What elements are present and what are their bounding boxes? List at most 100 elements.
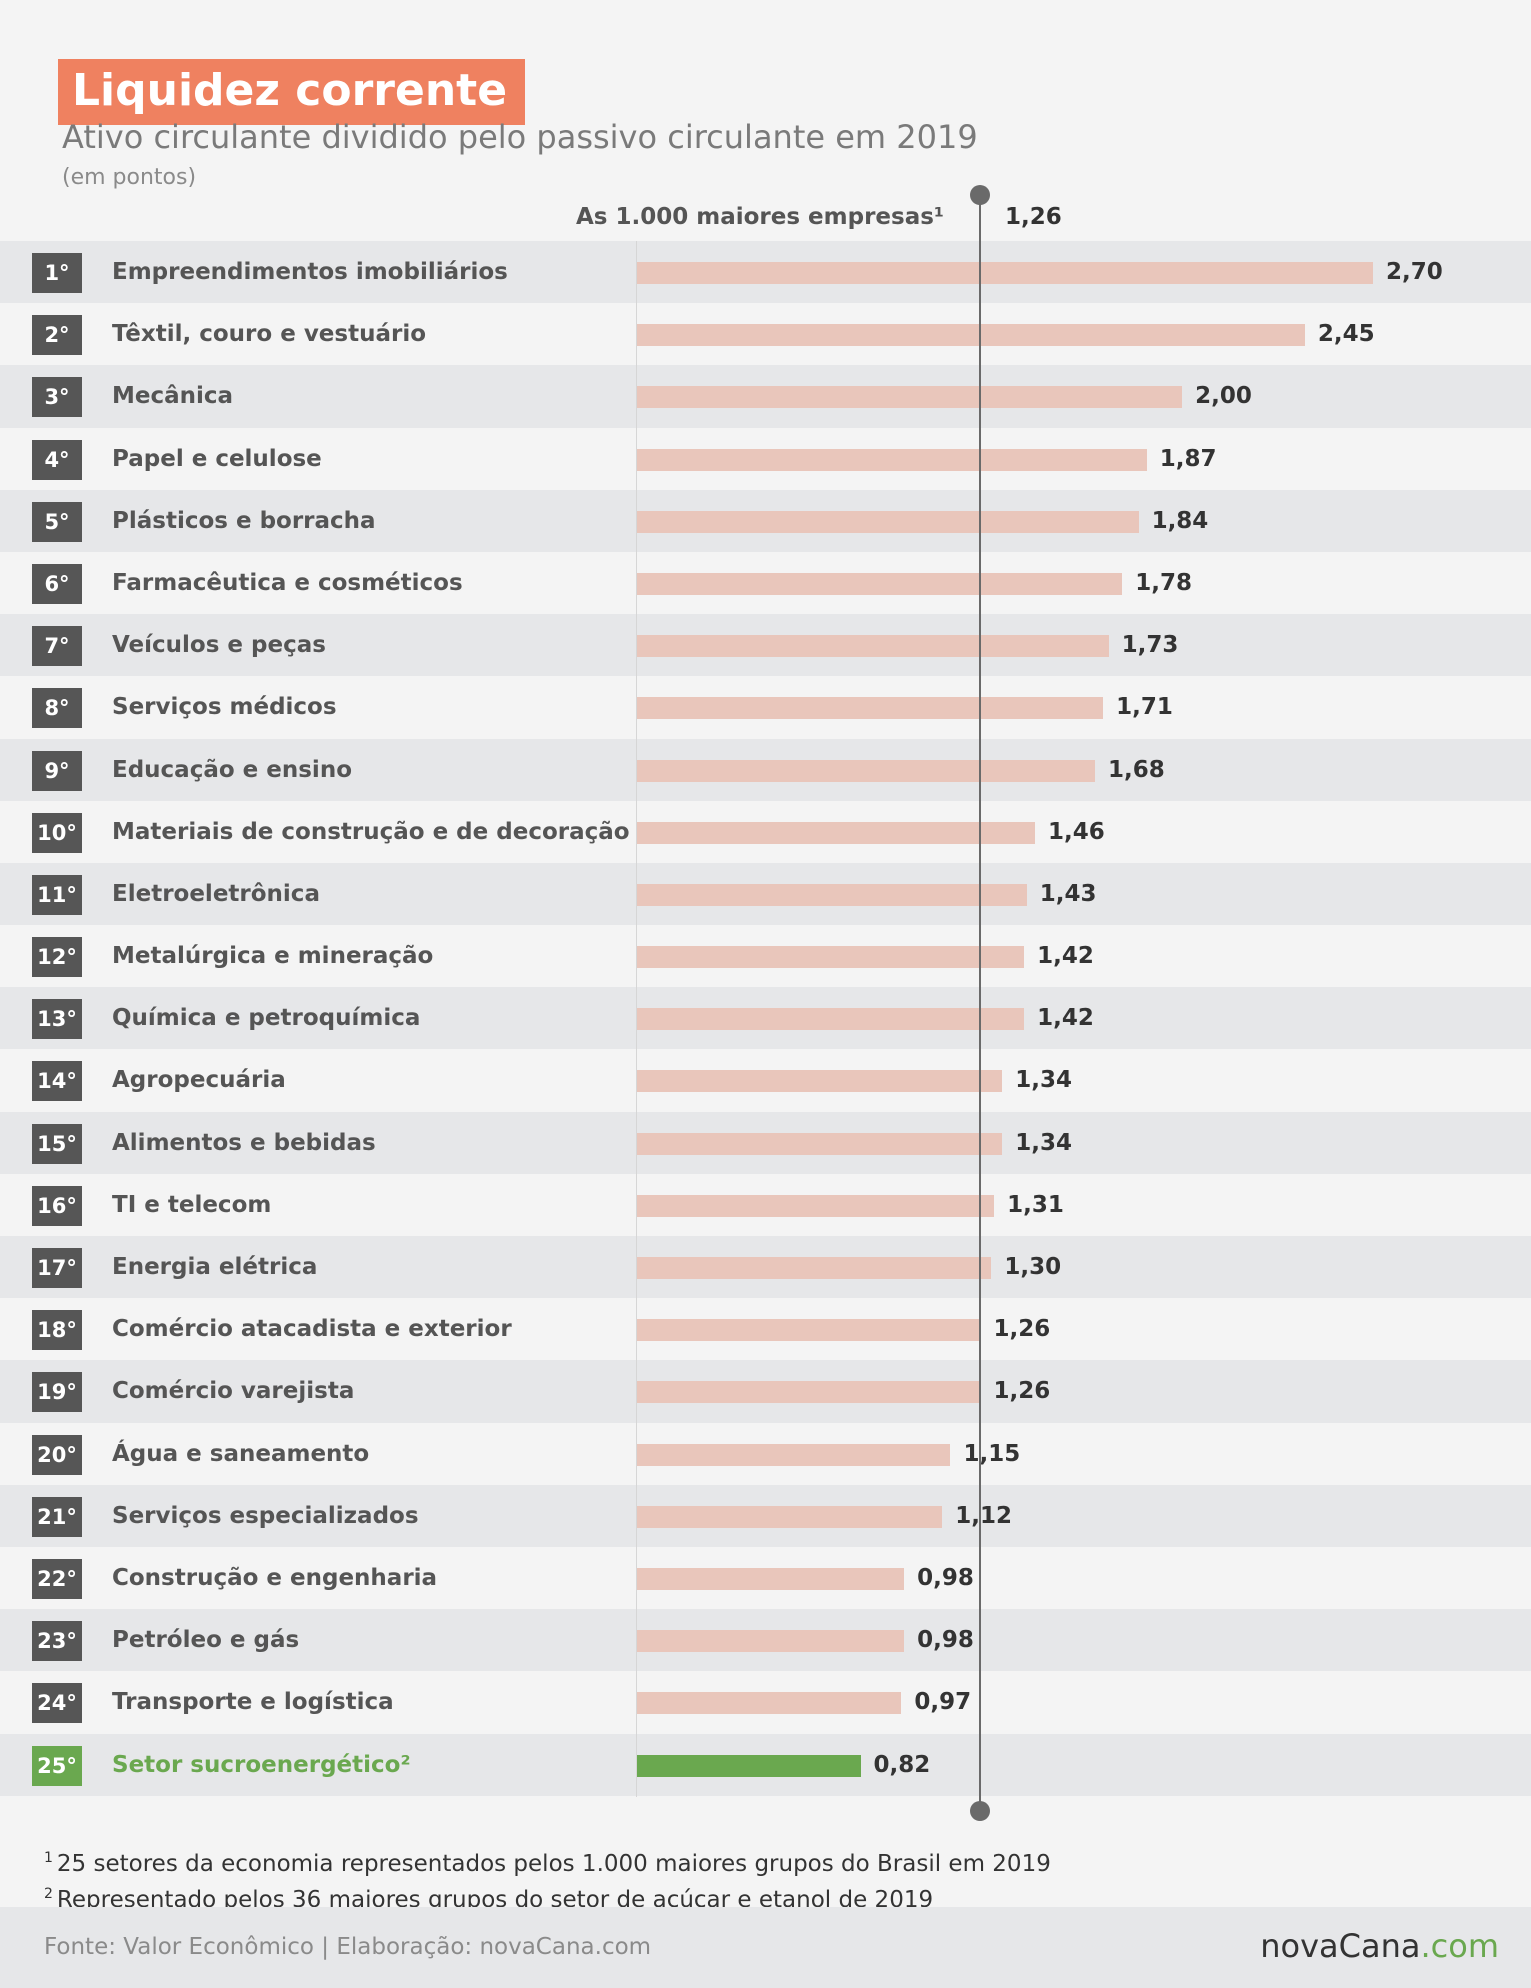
value-label: 0,98 [917,1564,974,1591]
bar [637,1008,1025,1031]
category-label: Veículos e peças [112,632,326,659]
category-label: Energia elétrica [112,1254,318,1280]
chart-row: 20° Água e saneamento 1,15 [0,1422,1531,1485]
category-label: Mecânica [112,383,234,410]
value-label: 1,73 [1121,632,1179,659]
reference-value: 1,26 [1005,204,1062,230]
category-label: Química e petroquímica [112,1005,421,1032]
chart-row: 7° Veículos e peças 1,73 [0,614,1531,677]
rank-badge: 2° [32,315,82,356]
category-label: Papel e celulose [112,445,322,472]
chart-row: 24° Transporte e logística 0,97 [0,1671,1531,1734]
rank-badge: 3° [32,377,82,418]
bar [637,1194,995,1217]
category-label: Construção e engenharia [112,1564,438,1591]
rank-badge: 22° [32,1558,82,1599]
bar [637,946,1025,969]
rank-badge: 17° [32,1248,82,1288]
bar [637,386,1183,409]
reference-line [979,195,982,1811]
chart-row: 25° Setor sucroenergético² 0,82 [0,1733,1531,1796]
chart-row: 1° Empreendimentos imobiliários 2,70 [0,241,1531,304]
category-label: Farmacêutica e cosméticos [112,569,463,596]
reference-line-bottom-dot [970,1801,991,1821]
category-label: Materiais de construção e de decoração [112,818,630,845]
chart-row: 23° Petróleo e gás 0,98 [0,1609,1531,1672]
rank-badge: 24° [32,1683,82,1724]
rank-badge: 18° [32,1310,82,1351]
bar [637,448,1147,471]
chart-row: 21° Serviços especializados 1,12 [0,1484,1531,1547]
bar [637,635,1109,658]
chart-row: 18° Comércio atacadista e exterior 1,26 [0,1298,1531,1361]
rank-badge: 20° [32,1434,82,1475]
rank-badge: 1° [32,253,82,293]
value-label: 2,45 [1317,321,1375,348]
bar-chart-rows: 1° Empreendimentos imobiliários 2,70 2° Têxt… [0,241,1531,1796]
category-label: Agropecuária [112,1067,286,1094]
category-label: Têxtil, couro e vestuário [112,321,427,348]
category-label: Água e saneamento [112,1440,370,1467]
category-label: Serviços médicos [112,694,337,721]
rank-badge: 11° [32,874,82,915]
chart-row: 19° Comércio varejista 1,26 [0,1360,1531,1423]
reference-label: As 1.000 maiores empresas¹ [575,204,944,230]
footnotes: 1 25 setores da economia representados pe… [44,1843,1051,1915]
value-label: 1,26 [993,1316,1051,1343]
value-label: 1,68 [1107,756,1165,783]
value-label: 1,78 [1135,569,1192,596]
bar [637,1319,981,1342]
value-label: 1,34 [1015,1129,1073,1156]
bar [637,1443,951,1466]
chart-row: 9° Educação e ensino 1,68 [0,738,1531,801]
bar [637,883,1027,906]
rank-badge: 19° [32,1372,82,1413]
value-label: 1,46 [1047,818,1105,845]
category-label: Alimentos e bebidas [112,1129,376,1156]
rank-badge: 25° [32,1745,82,1786]
category-label: TI e telecom [112,1191,272,1218]
rank-badge: 12° [32,937,82,978]
value-label: 2,00 [1195,383,1252,410]
bar [637,572,1123,595]
bar [637,1754,861,1777]
value-label: 1,15 [963,1440,1021,1467]
brand-suffix: .com [1420,1927,1499,1965]
rank-badge: 8° [32,688,82,729]
footnote-text: 25 setores da economia representados pel… [56,1851,1051,1877]
bar [637,1381,981,1404]
bar [637,821,1035,844]
chart-row: 17° Energia elétrica 1,30 [0,1236,1531,1299]
value-label: 0,97 [914,1689,972,1716]
value-label: 0,82 [873,1751,931,1778]
chart-row: 14° Agropecuária 1,34 [0,1049,1531,1112]
category-label: Empreendimentos imobiliários [112,259,508,285]
reference-line-top-dot [970,185,991,205]
brand-name: novaCana [1260,1927,1421,1965]
bar [637,1257,992,1279]
category-label: Metalúrgica e mineração [112,943,434,970]
rank-badge: 21° [32,1496,82,1537]
chart-row: 15° Alimentos e bebidas 1,34 [0,1111,1531,1174]
chart-row: 3° Mecânica 2,00 [0,365,1531,428]
rank-badge: 15° [32,1123,82,1164]
category-label: Plásticos e borracha [112,507,376,534]
category-label: Petróleo e gás [112,1627,300,1654]
bar [637,1505,943,1528]
value-label: 1,26 [993,1378,1051,1405]
chart-row: 11° Eletroeletrônica 1,43 [0,862,1531,926]
rank-badge: 5° [32,501,82,542]
footnote-1: 1 25 setores da economia representados pe… [44,1843,1051,1879]
rank-badge: 13° [32,999,82,1040]
value-label: 1,31 [1007,1191,1064,1218]
bar [637,1132,1003,1155]
chart-row: 4° Papel e celulose 1,87 [0,427,1531,490]
source-credit: Fonte: Valor Econômico | Elaboração: nov… [44,1934,652,1960]
bar [637,1070,1003,1093]
value-label: 1,71 [1116,694,1173,721]
rank-badge: 9° [32,750,82,791]
bar [637,262,1373,284]
category-label: Educação e ensino [112,756,352,783]
chart-row: 16° TI e telecom 1,31 [0,1173,1531,1236]
value-label: 2,70 [1386,259,1443,285]
